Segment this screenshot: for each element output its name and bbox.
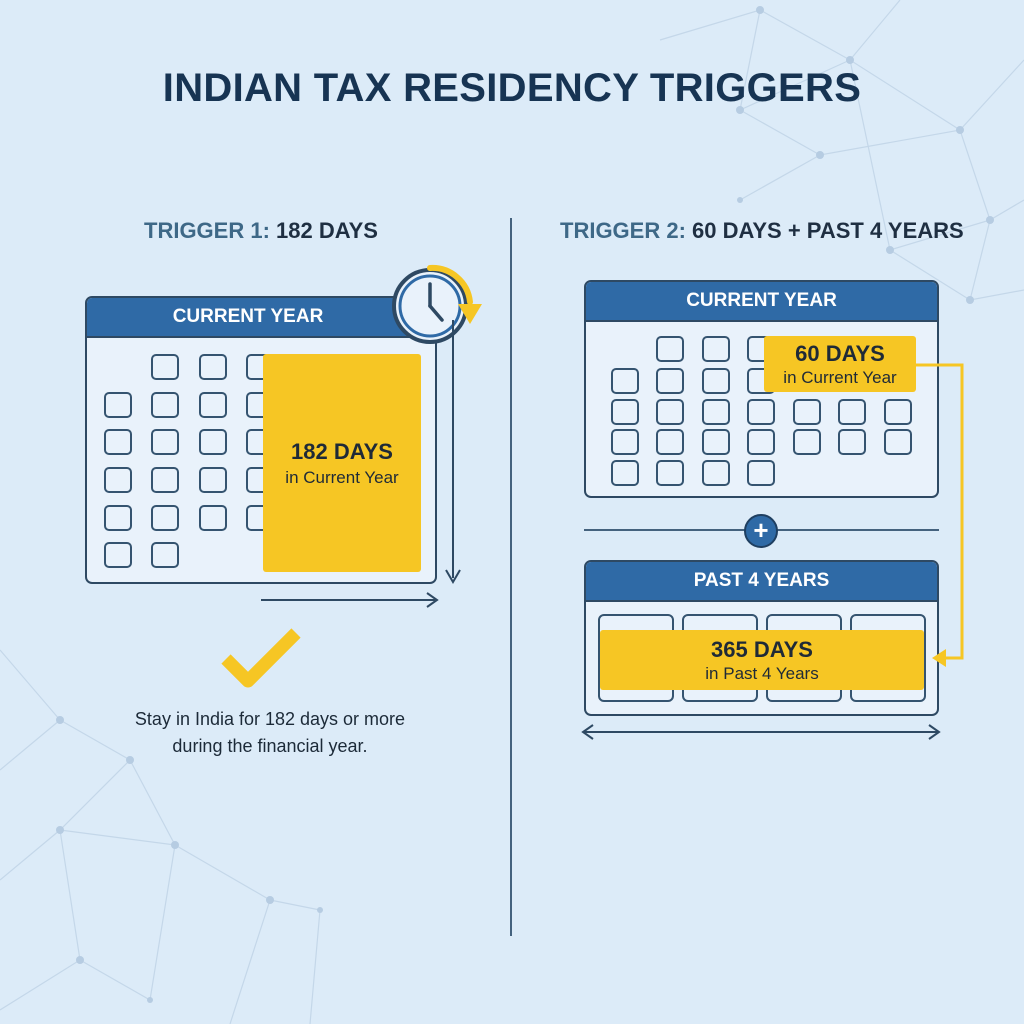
- trigger-1-days-value: 182 DAYS: [291, 438, 393, 464]
- calendar-day-cell: [611, 429, 639, 455]
- calendar-day-cell: [747, 399, 775, 425]
- clock-icon: [392, 264, 482, 344]
- calendar-day-cell: [199, 429, 227, 455]
- calendar-day-cell: [151, 392, 179, 418]
- calendar-day-cell: [656, 336, 684, 362]
- trigger-2-title: 60 DAYS + PAST 4 YEARS: [692, 218, 964, 243]
- calendar-day-cell: [611, 399, 639, 425]
- calendar-day-cell: [747, 460, 775, 486]
- calendar-day-cell: [151, 542, 179, 568]
- plus-symbol: +: [753, 514, 769, 545]
- calendar-day-cell: [104, 429, 132, 455]
- connector-arrow-icon: [910, 363, 964, 667]
- calendar-day-cell: [104, 542, 132, 568]
- calendar-day-cell: [702, 429, 730, 455]
- calendar-day-cell: [611, 460, 639, 486]
- trigger-1-prefix: TRIGGER 1:: [144, 218, 270, 243]
- calendar-day-cell: [151, 467, 179, 493]
- calendar-day-cell: [656, 460, 684, 486]
- trigger-2-past-days-caption: in Past 4 Years: [705, 663, 819, 683]
- trigger-2-heading: TRIGGER 2: 60 DAYS + PAST 4 YEARS: [560, 218, 964, 244]
- trigger-2-prefix: TRIGGER 2:: [560, 218, 686, 243]
- trigger-1-description-line-2: during the financial year.: [172, 736, 368, 756]
- calendar-day-cell: [611, 368, 639, 394]
- trigger-2-current-highlight: 60 DAYS in Current Year: [764, 336, 916, 392]
- calendar-day-cell: [104, 505, 132, 531]
- trigger-1-calendar-header: CURRENT YEAR: [87, 298, 435, 338]
- calendar-day-cell: [702, 399, 730, 425]
- calendar-day-cell: [199, 354, 227, 380]
- checkmark-icon: [221, 628, 301, 688]
- calendar-day-cell: [838, 429, 866, 455]
- trigger-1-description: Stay in India for 182 days or more durin…: [80, 706, 460, 760]
- calendar-day-cell: [656, 429, 684, 455]
- calendar-day-cell: [793, 429, 821, 455]
- calendar-day-cell: [151, 429, 179, 455]
- trigger-2-current-days-caption: in Current Year: [783, 367, 897, 387]
- calendar-day-cell: [884, 399, 912, 425]
- calendar-day-cell: [151, 354, 179, 380]
- trigger-1-duration-arrows: [261, 320, 461, 608]
- column-divider: [510, 218, 512, 936]
- calendar-day-cell: [199, 467, 227, 493]
- calendar-day-cell: [702, 368, 730, 394]
- trigger-2-past-highlight: 365 DAYS in Past 4 Years: [600, 630, 924, 690]
- calendar-day-cell: [151, 505, 179, 531]
- calendar-day-cell: [793, 399, 821, 425]
- calendar-day-cell: [656, 368, 684, 394]
- calendar-day-cell: [747, 429, 775, 455]
- trigger-2-current-days-value: 60 DAYS: [795, 340, 885, 366]
- trigger-1-calendar: CURRENT YEAR 182 DAYS in Current Year: [85, 296, 437, 584]
- page-title: INDIAN TAX RESIDENCY TRIGGERS: [162, 66, 862, 110]
- trigger-1-highlight-block: 182 DAYS in Current Year: [263, 354, 421, 572]
- trigger-2-past-days-value: 365 DAYS: [711, 636, 813, 662]
- calendar-day-cell: [199, 392, 227, 418]
- trigger-1-heading: TRIGGER 1: 182 DAYS: [144, 218, 378, 244]
- trigger-2-past-years-header: PAST 4 YEARS: [586, 562, 937, 602]
- calendar-day-cell: [702, 336, 730, 362]
- past-years-span-arrow: [581, 724, 941, 740]
- trigger-2-past-years-panel: PAST 4 YEARS 365 DAYS in Past 4 Years: [584, 560, 939, 716]
- calendar-day-cell: [838, 399, 866, 425]
- trigger-1-title: 182 DAYS: [276, 218, 378, 243]
- calendar-day-cell: [702, 460, 730, 486]
- calendar-day-cell: [104, 467, 132, 493]
- calendar-day-cell: [656, 399, 684, 425]
- trigger-1-days-caption: in Current Year: [285, 467, 399, 487]
- plus-icon: +: [744, 514, 778, 548]
- trigger-1-description-line-1: Stay in India for 182 days or more: [134, 709, 406, 729]
- calendar-day-cell: [104, 392, 132, 418]
- calendar-day-cell: [884, 429, 912, 455]
- calendar-day-cell: [199, 505, 227, 531]
- trigger-2-current-year-calendar: CURRENT YEAR 60 DAYS in Current Year: [584, 280, 939, 498]
- trigger-2-calendar-header: CURRENT YEAR: [586, 282, 937, 322]
